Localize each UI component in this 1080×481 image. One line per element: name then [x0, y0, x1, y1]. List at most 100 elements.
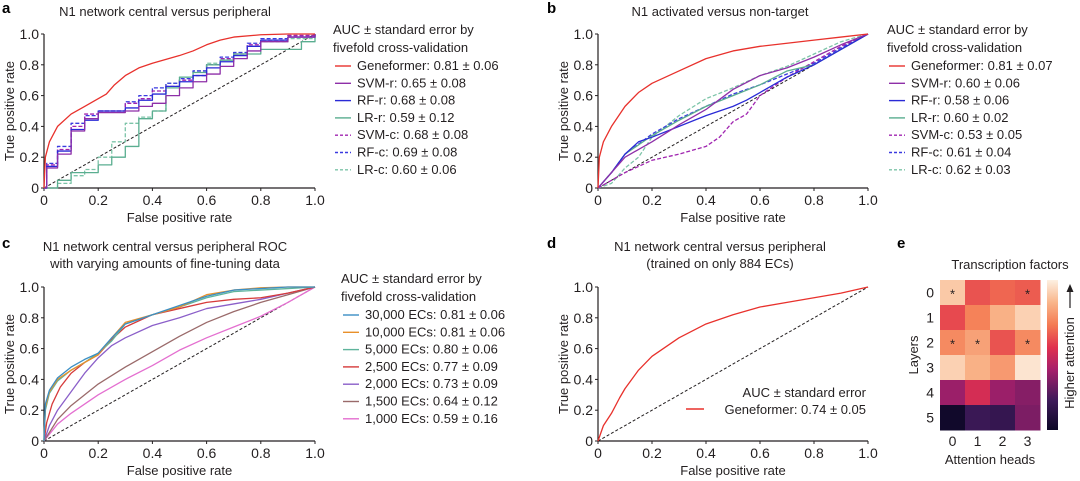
y-tick-label: 0.2: [20, 149, 40, 165]
legend-entry: SVM-c: 0.53 ± 0.05: [911, 127, 1022, 142]
panel-letter: a: [2, 0, 11, 17]
chance-diagonal: [43, 33, 316, 189]
x-tick-label: 0.6: [750, 192, 770, 208]
y-tick-label: 0.2: [20, 402, 40, 418]
x-tick-label: 3: [1024, 433, 1032, 449]
y-tick-label: 1.0: [574, 26, 594, 42]
x-tick-label: 0.2: [88, 192, 108, 208]
roc-curve-6: [597, 33, 869, 189]
legend-entry: SVM-r: 0.60 ± 0.06: [911, 75, 1020, 90]
y-tick-label: 0.2: [574, 402, 594, 418]
heatmap-cell: [990, 380, 1016, 406]
x-tick-label: 0.8: [251, 445, 271, 461]
legend-title: fivefold cross-validation: [887, 40, 1022, 55]
legend-title: fivefold cross-validation: [341, 289, 476, 304]
y-tick-label: 0.8: [574, 57, 594, 73]
roc-curve-0: [597, 286, 869, 442]
heatmap-cell: [1015, 405, 1041, 431]
heatmap-cell: [1015, 330, 1041, 356]
arrow-head-icon: [1066, 284, 1074, 292]
chart-title: Transcription factors: [951, 257, 1069, 272]
x-tick-label: 1.0: [858, 192, 878, 208]
y-tick-label: 0.2: [574, 149, 594, 165]
legend-entry: RF-r: 0.58 ± 0.06: [911, 93, 1009, 108]
y-tick-label: 0.6: [574, 341, 594, 357]
significance-marker: *: [950, 287, 955, 302]
heatmap-cell: [965, 355, 991, 381]
x-tick-label: 0: [40, 192, 48, 208]
legend-entry: LR-c: 0.60 ± 0.06: [357, 162, 457, 177]
legend-entry: 2,500 ECs: 0.77 ± 0.09: [365, 359, 498, 374]
roc-curve-2: [43, 286, 316, 442]
x-tick-label: 1.0: [858, 445, 878, 461]
legend-title: AUC ± standard error by: [333, 22, 474, 37]
x-tick-label: 0.6: [197, 445, 217, 461]
legend-title: fivefold cross-validation: [333, 40, 468, 55]
y-tick-label: 0: [585, 433, 593, 449]
y-tick-label: 0.6: [20, 341, 40, 357]
heatmap-cell: [940, 380, 966, 406]
y-tick-label: 4: [926, 385, 934, 401]
x-tick-label: 0: [594, 192, 602, 208]
legend-entry: 1,000 ECs: 0.59 ± 0.16: [365, 411, 498, 426]
heatmap-cell: [940, 280, 966, 306]
x-tick-label: 0.4: [696, 192, 716, 208]
x-tick-label: 0.6: [750, 445, 770, 461]
x-tick-label: 0.4: [696, 445, 716, 461]
heatmap-cell: [1015, 355, 1041, 381]
y-tick-label: 0.4: [20, 118, 40, 134]
significance-marker: *: [1025, 287, 1030, 302]
legend-entry: RF-c: 0.61 ± 0.04: [911, 145, 1011, 160]
legend-entry: SVM-r: 0.65 ± 0.08: [357, 75, 466, 90]
y-tick-label: 1.0: [20, 26, 40, 42]
roc-curve-0: [597, 33, 869, 189]
heatmap-cell: [1015, 380, 1041, 406]
legend-entry: RF-r: 0.68 ± 0.08: [357, 93, 455, 108]
y-axis-label: True positive rate: [556, 314, 571, 414]
chart-title: N1 network central versus peripheral: [59, 4, 271, 19]
legend-entry: SVM-c: 0.68 ± 0.08: [357, 127, 468, 142]
legend-title: AUC ± standard error: [743, 385, 867, 400]
panel-a: a N1 network central versus peripheral 0 0.…: [2, 0, 499, 225]
legend-title: AUC ± standard error by: [887, 22, 1028, 37]
significance-marker: *: [950, 337, 955, 352]
x-tick-label: 0.8: [804, 445, 824, 461]
y-tick-label: 0: [31, 433, 39, 449]
heatmap-cell: [1015, 305, 1041, 331]
chance-diagonal: [597, 286, 869, 442]
legend-title: AUC ± standard error by: [341, 271, 482, 286]
heatmap-cell: [940, 305, 966, 331]
colorbar: [1047, 280, 1058, 430]
heatmap-cell: [990, 355, 1016, 381]
panel-c: c N1 network central versus peripheral RO…: [2, 235, 505, 478]
heatmap-cell: [940, 330, 966, 356]
panel-letter: d: [547, 235, 556, 252]
panel-b: b N1 activated versus non-target 0 0.2 0.4 0.…: [547, 0, 1053, 225]
roc-curve-1: [44, 34, 316, 189]
x-axis-label: Attention heads: [945, 452, 1036, 467]
y-tick-label: 2: [926, 335, 934, 351]
x-tick-label: 0.8: [251, 192, 271, 208]
roc-curve-0: [43, 33, 315, 189]
legend-entry: Geneformer: 0.81 ± 0.06: [357, 58, 499, 73]
heatmap-cell: [965, 405, 991, 431]
y-tick-label: 0: [926, 285, 934, 301]
x-tick-label: 0.8: [804, 192, 824, 208]
roc-curve-4: [43, 286, 316, 442]
panel-d: d N1 network central versus peripheral (tr…: [547, 235, 878, 478]
panel-letter: e: [897, 235, 905, 252]
y-tick-label: 0: [585, 180, 593, 196]
panel-letter: b: [547, 0, 556, 17]
x-axis-label: False positive rate: [680, 210, 786, 225]
y-tick-label: 0.8: [20, 310, 40, 326]
x-tick-label: 0.2: [642, 445, 662, 461]
legend-entry: RF-c: 0.69 ± 0.08: [357, 145, 457, 160]
y-tick-label: 0.4: [20, 371, 40, 387]
x-tick-label: 0.2: [88, 445, 108, 461]
heatmap-cell: [965, 305, 991, 331]
chart-title: N1 activated versus non-target: [631, 4, 808, 19]
y-tick-label: 1.0: [20, 279, 40, 295]
heatmap-cell: [965, 330, 991, 356]
